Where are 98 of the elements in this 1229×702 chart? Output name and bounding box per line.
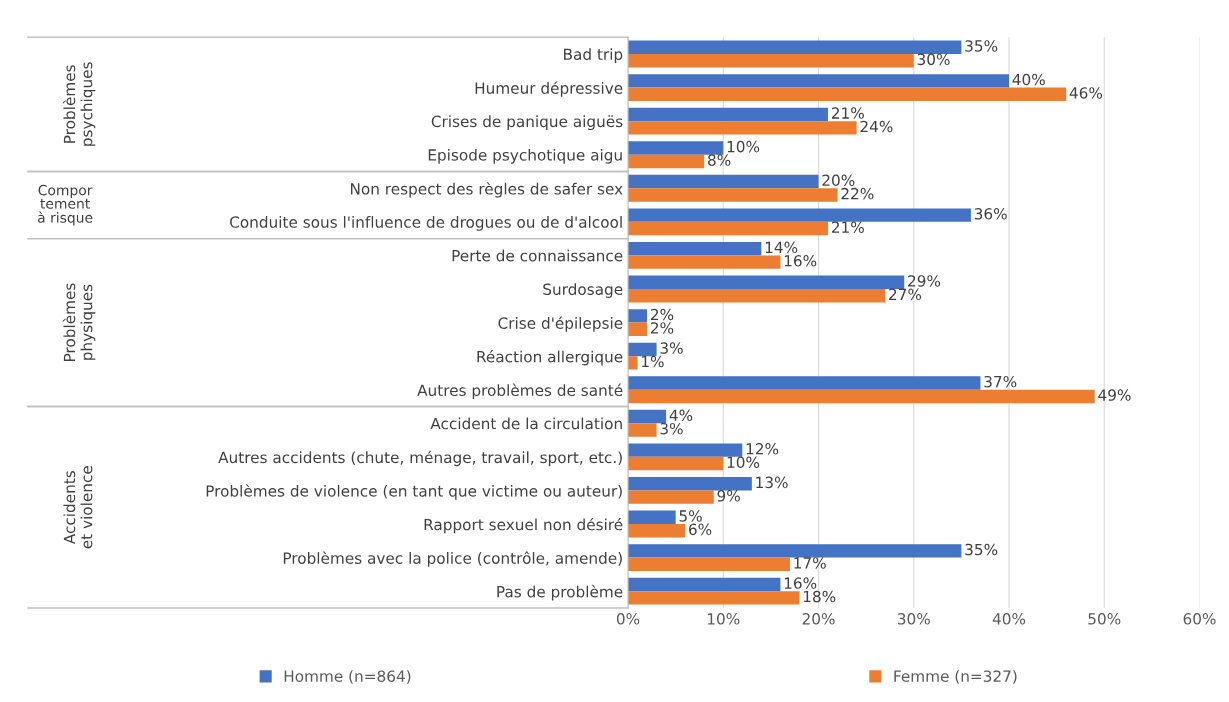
- data-label: 36%: [974, 208, 1007, 220]
- data-label: 17%: [794, 557, 826, 569]
- y-tick-label: Episode psychotique aigu: [428, 148, 622, 164]
- data-label: 3%: [660, 422, 683, 435]
- data-label: 14%: [765, 241, 798, 254]
- data-label: 46%: [1069, 87, 1103, 99]
- data-label: 16%: [784, 577, 817, 589]
- bar: [628, 356, 638, 370]
- data-label: 12%: [746, 443, 779, 455]
- x-tick-label: 20%: [802, 613, 835, 625]
- x-tick-label: 50%: [1088, 613, 1121, 625]
- bar: [628, 389, 1095, 404]
- data-label: 18%: [803, 590, 836, 603]
- data-label: 8%: [708, 154, 731, 166]
- data-label: 37%: [984, 375, 1017, 388]
- bar: [628, 477, 752, 491]
- y-tick-label: Crises de panique aiguës: [431, 115, 623, 131]
- data-label: 3%: [660, 342, 683, 354]
- bar: [628, 557, 790, 571]
- data-label: 30%: [917, 53, 950, 66]
- text: Problèmes psychiques: [62, 62, 96, 146]
- y-tick-label: Réaction allergique: [477, 350, 623, 366]
- y-tick-label: Autres problèmes de santé: [417, 383, 623, 399]
- y-tick-label: Problèmes avec la police (contrôle, amende): [283, 551, 622, 567]
- data-label: 29%: [908, 275, 941, 287]
- data-label: 21%: [831, 221, 864, 233]
- bar: [628, 322, 648, 336]
- data-label: 4%: [669, 409, 693, 421]
- bar: [628, 289, 886, 303]
- bar: [628, 423, 657, 437]
- x-tick-label: 40%: [992, 613, 1026, 625]
- bar: [628, 121, 857, 135]
- bar: [628, 255, 781, 269]
- y-tick-label: Perte de connaissance: [452, 249, 623, 262]
- bar: [628, 107, 829, 122]
- bar: [628, 490, 714, 504]
- y-tick-label: Humeur dépressive: [475, 81, 623, 97]
- x-tick-label: 0%: [616, 613, 640, 625]
- data-label: 10%: [727, 456, 760, 468]
- bar: [628, 242, 762, 256]
- y-tick-label: Bad trip: [564, 48, 623, 63]
- bar: [628, 74, 1010, 88]
- data-label: 22%: [841, 187, 874, 200]
- bar: [628, 309, 648, 323]
- bar: [628, 510, 676, 524]
- data-label: 20%: [822, 174, 855, 186]
- bar: [628, 208, 971, 222]
- bar: [628, 221, 829, 236]
- data-label: 49%: [1098, 389, 1131, 401]
- text: Comportement à risque: [37, 184, 93, 226]
- y-tick-label: Rapport sexuel non désiré: [424, 517, 623, 534]
- data-label: 9%: [717, 490, 740, 502]
- bar: [628, 544, 962, 558]
- legend-label: Femme (n=327): [894, 670, 1017, 684]
- data-label: 35%: [965, 543, 998, 556]
- data-label: 2%: [650, 308, 674, 321]
- text: Problèmes physiques: [62, 283, 96, 361]
- bar: [628, 53, 914, 68]
- data-label: 35%: [965, 40, 998, 52]
- bar: [628, 591, 800, 605]
- data-label: 24%: [860, 120, 893, 133]
- bar: [628, 141, 724, 155]
- bar: [628, 524, 686, 538]
- y-tick-label: Accident de la circulation: [430, 417, 622, 430]
- bar: [628, 40, 962, 54]
- bar: [628, 456, 724, 471]
- bar: [628, 174, 819, 189]
- data-label: 1%: [642, 355, 664, 368]
- bar: [628, 154, 705, 169]
- bar: [628, 342, 657, 357]
- data-label: 40%: [1012, 73, 1045, 86]
- data-label: 21%: [831, 107, 864, 119]
- data-label: 6%: [689, 523, 712, 536]
- y-tick-label: Problèmes de violence (en tant que victime ou auteur): [206, 484, 622, 500]
- y-tick-label: Surdosage: [543, 283, 623, 298]
- bar: [628, 409, 667, 424]
- y-tick-label: Conduite sous l'influence de drogues ou de d'alcool: [230, 216, 622, 231]
- y-tick-label: Non respect des règles de safer sex: [350, 182, 623, 198]
- bar: [628, 188, 838, 202]
- legend-label: Homme (n=864): [284, 670, 411, 684]
- x-tick-label: 10%: [707, 613, 740, 625]
- x-tick-label: 60%: [1183, 613, 1216, 625]
- data-label: 5%: [679, 510, 702, 522]
- text: Accidents et violence: [63, 466, 93, 549]
- bar: [628, 443, 743, 457]
- data-label: 10%: [727, 140, 760, 153]
- x-tick-label: 30%: [897, 613, 930, 625]
- data-label: 27%: [889, 288, 922, 301]
- data-label: 16%: [784, 255, 817, 267]
- data-label: 2%: [650, 322, 674, 334]
- y-tick-label: Pas de problème: [497, 585, 623, 601]
- bar: [628, 376, 981, 390]
- y-tick-label: Autres accidents (chute, ménage, travail, sport, etc.): [218, 450, 622, 467]
- bar: [628, 275, 905, 289]
- bar: [628, 577, 781, 592]
- bar: [628, 87, 1067, 101]
- data-label: 13%: [756, 476, 788, 489]
- y-tick-label: Crise d'épilepsie: [498, 316, 623, 332]
